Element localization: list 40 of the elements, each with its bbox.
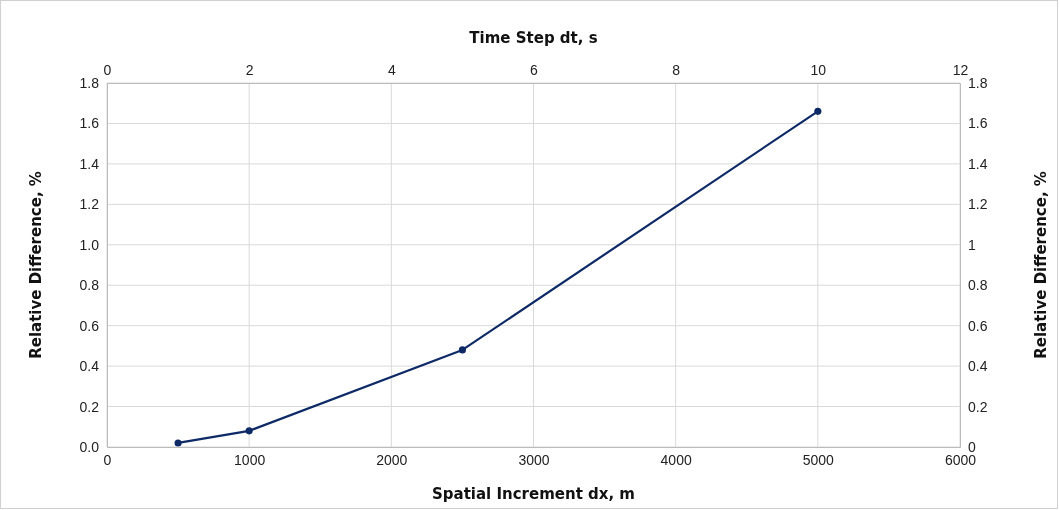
x2-tick-label: 10 (810, 62, 827, 78)
y-tick-label: 0.6 (79, 317, 100, 334)
y-tick-label: 0.8 (79, 277, 100, 294)
point (458, 346, 466, 354)
y2-tick-label: 1.8 (968, 74, 988, 91)
y-tick-label: 1.0 (79, 236, 100, 253)
y2-tick-label: 1.4 (968, 155, 988, 172)
y2-axis-title: Relative Difference, % (1032, 171, 1050, 359)
y-tick-label: 1.2 (79, 196, 100, 213)
y2-tick-label: 0.2 (968, 398, 988, 415)
x-axis-title: Spatial Increment dx, m (431, 485, 636, 503)
y-tick-label: 1.8 (79, 74, 100, 91)
x-tick-label: 1000 (234, 451, 266, 468)
x-tick-label: 3000 (518, 451, 550, 468)
x2-tick-label: 8 (672, 62, 681, 78)
y-tick-label: 1.4 (79, 155, 100, 172)
x2-tick-label: 2 (245, 62, 254, 78)
y-tick-label: 0.4 (79, 358, 100, 375)
y2-tick-label: 1.2 (968, 196, 988, 213)
y2-tick-label: 0.4 (968, 358, 988, 375)
y2-tick-label: 1.6 (968, 115, 988, 132)
point (814, 107, 822, 115)
y-tick-label: 0.2 (79, 398, 100, 415)
y-axis-title: Relative Difference, % (27, 171, 45, 359)
x-tick-label: 4000 (660, 451, 692, 468)
x2-tick-label: 0 (103, 62, 112, 78)
y-tick-label: 1.6 (79, 115, 100, 132)
point (174, 439, 182, 447)
y-tick-label: 0.0 (79, 438, 100, 455)
point (245, 427, 253, 435)
x-tick-label: 2000 (376, 451, 408, 468)
x2-tick-label: 6 (530, 62, 539, 78)
y2-tick-label: 0.6 (968, 317, 988, 334)
x-tick-label: 0 (103, 451, 112, 468)
x2-tick-label: 12 (952, 62, 969, 78)
x2-tick-label: 4 (387, 62, 396, 78)
y2-tick-label: 1 (968, 236, 976, 253)
x-tick-label: 5000 (802, 451, 835, 468)
y2-tick-label: 0.8 (968, 277, 988, 294)
x2-axis-title: Time Step dt, s (469, 29, 598, 47)
